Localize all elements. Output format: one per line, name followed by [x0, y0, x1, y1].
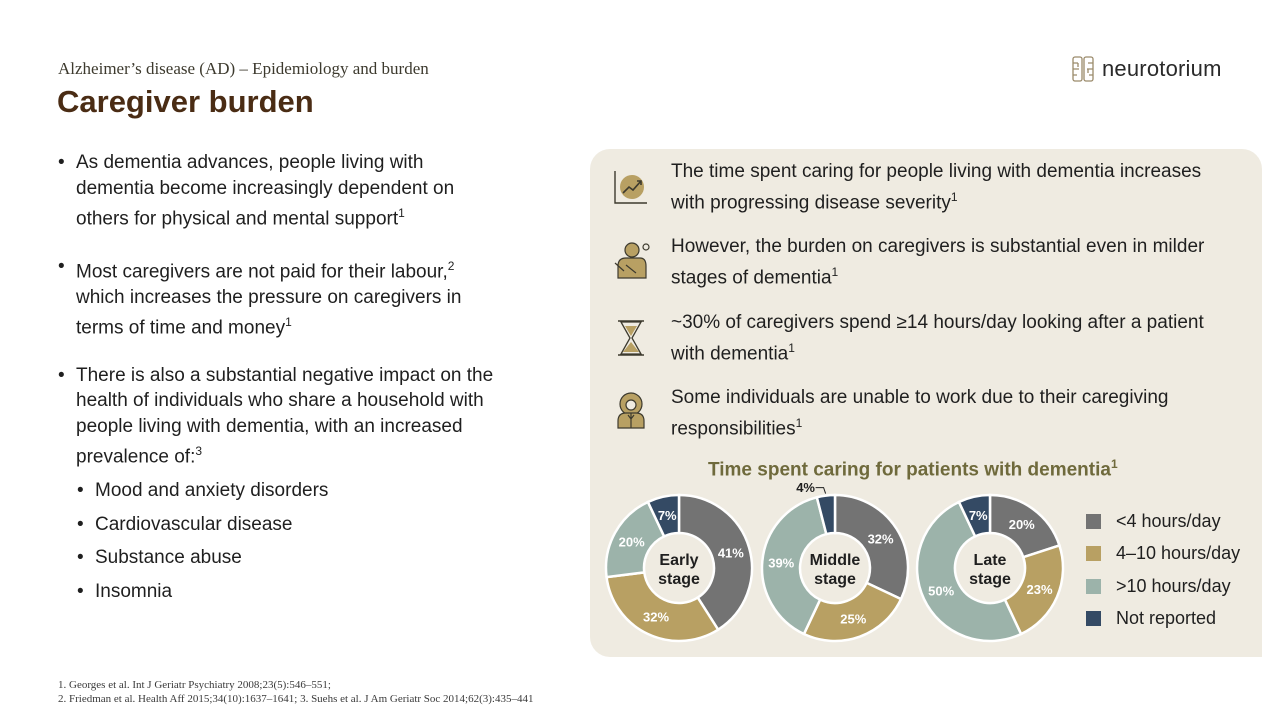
donut-charts: 41% 32% 20% 7% Early stage 32% 25% 39% 4% Middle st… [604, 480, 1065, 643]
legend-swatch [1086, 578, 1101, 594]
fact-statement: However, the burden on caregivers is sub… [671, 236, 1205, 288]
donut-value-label: 50% [928, 583, 954, 598]
chart-trend-icon [614, 171, 647, 204]
label-leader-line [815, 487, 827, 494]
reference-line: 2. Friedman et al. Health Aff 2015;34(10… [58, 693, 534, 705]
donut-value-label: 20% [619, 534, 645, 549]
fact-statement: Some individuals are unable to work due … [671, 387, 1169, 439]
bullet-text: There is also a substantial negative imp… [76, 364, 494, 468]
caregiver-burden-icon [614, 242, 650, 279]
fact-statement: The time spent caring for people living … [671, 161, 1202, 213]
sub-bullet-item: Insomnia [58, 579, 558, 605]
donut-center-label: Late [974, 552, 1007, 569]
legend-swatch [1086, 546, 1101, 562]
sub-bullet-item: Cardiovascular disease [58, 512, 558, 538]
bullet-list: As dementia advances, people living with… [58, 150, 558, 604]
legend-item: <4 hours/day [1086, 505, 1240, 538]
bullet-text-continued: which increases the pressure on caregive… [76, 286, 462, 339]
bullet-item: There is also a substantial negative imp… [58, 363, 536, 470]
legend-item: 4–10 hours/day [1086, 538, 1240, 571]
donut-segment [802, 581, 903, 643]
sub-bullet-item: Mood and anxiety disorders [58, 478, 558, 504]
donut-center-label: stage [814, 571, 856, 588]
bullet-item: As dementia advances, people living with… [58, 150, 486, 232]
references: 1. Georges et al. Int J Geriatr Psychiat… [58, 678, 533, 706]
donut-value-label: 20% [1009, 517, 1035, 532]
donut-value-label: 7% [969, 508, 988, 523]
donut-center-label: Early [659, 552, 698, 569]
hourglass-icon [618, 320, 644, 356]
bullet-text: Most caregivers are not paid for their l… [76, 261, 448, 283]
ref-marker: 2 [447, 258, 455, 273]
reference-line: 1. Georges et al. Int J Geriatr Psychiat… [58, 679, 331, 691]
donut-center-label: stage [969, 571, 1011, 588]
donut-segment [957, 493, 992, 538]
chart-title: Time spent caring for patients with deme… [708, 457, 1118, 481]
brain-logo-icon [1072, 56, 1094, 82]
brand-logo[interactable]: neurotorium [1070, 54, 1222, 84]
donut-center-label: stage [658, 571, 700, 588]
legend-swatch [1086, 513, 1101, 529]
donut-value-label: 7% [658, 508, 677, 523]
legend-swatch [1086, 611, 1101, 627]
donut-value-label: 32% [643, 609, 669, 624]
donut-center-label: Middle [810, 552, 861, 569]
sub-bullet-item: Substance abuse [58, 545, 558, 571]
legend-label: 4–10 hours/day [1116, 543, 1241, 564]
ref-marker: 1 [398, 206, 405, 220]
donut-value-label: 41% [718, 545, 744, 560]
logo-text: neurotorium [1102, 56, 1222, 81]
legend-item: Not reported [1086, 603, 1240, 636]
donut-segment [605, 570, 720, 643]
worker-icon [617, 392, 645, 429]
donut-value-label: 39% [768, 555, 794, 570]
ref-marker: 3 [195, 444, 203, 459]
donut-value-label: 25% [840, 611, 866, 626]
legend-label: >10 hours/day [1116, 575, 1231, 596]
donut-hole [645, 534, 713, 602]
fact-statement: ~30% of caregivers spend ≥14 hours/day l… [671, 312, 1204, 364]
ref-marker: 1 [285, 315, 292, 330]
section-subtitle: Alzheimer’s disease (AD) – Epidemiology … [58, 59, 429, 78]
donut-value-label: 4% [796, 480, 815, 495]
bullet-text: As dementia advances, people living with… [76, 152, 455, 230]
legend-label: <4 hours/day [1116, 510, 1221, 531]
donut-segment [646, 493, 681, 538]
donut-segment [815, 493, 837, 536]
legend-item: >10 hours/day [1086, 570, 1240, 603]
donut-segment [915, 500, 1023, 643]
donut-value-label: 32% [868, 532, 894, 547]
donut-segment [677, 493, 754, 632]
caregiving-facts-panel: The time spent caring for people living … [590, 149, 1262, 657]
donut-hole [956, 534, 1024, 602]
legend-label: Not reported [1116, 608, 1217, 629]
donut-segment [833, 493, 910, 601]
donut-value-label: 23% [1027, 582, 1053, 597]
page-title: Caregiver burden [57, 84, 314, 119]
donut-hole [801, 534, 869, 602]
donut-segment [760, 495, 828, 636]
bullet-item: Most caregivers are not paid for their l… [58, 254, 496, 341]
chart-legend: <4 hours/day 4–10 hours/day >10 hours/da… [1086, 505, 1240, 635]
